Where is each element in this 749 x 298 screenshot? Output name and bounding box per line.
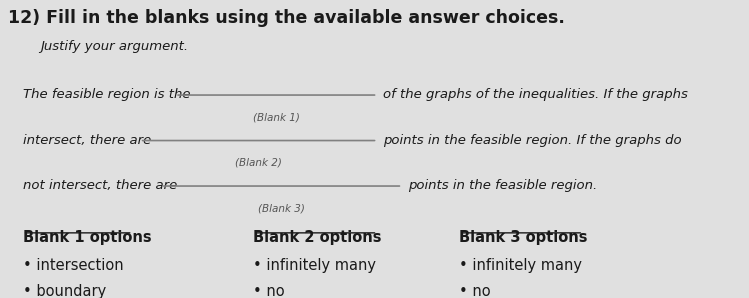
- Text: • boundary: • boundary: [22, 284, 106, 298]
- Text: Blank 1 options: Blank 1 options: [22, 230, 151, 245]
- Text: • no: • no: [459, 284, 491, 298]
- Text: (Blank 1): (Blank 1): [253, 112, 300, 122]
- Text: (Blank 3): (Blank 3): [258, 204, 305, 213]
- Text: intersect, there are: intersect, there are: [22, 134, 155, 147]
- Text: Blank 2 options: Blank 2 options: [253, 230, 382, 245]
- Text: not intersect, there are: not intersect, there are: [22, 179, 181, 192]
- Text: Blank 3 options: Blank 3 options: [459, 230, 587, 245]
- Text: 12) Fill in the blanks using the available answer choices.: 12) Fill in the blanks using the availab…: [8, 10, 565, 27]
- Text: points in the feasible region. If the graphs do: points in the feasible region. If the gr…: [383, 134, 682, 147]
- Text: points in the feasible region.: points in the feasible region.: [408, 179, 597, 192]
- Text: • intersection: • intersection: [22, 258, 124, 273]
- Text: The feasible region is the: The feasible region is the: [22, 89, 195, 101]
- Text: • infinitely many: • infinitely many: [253, 258, 376, 273]
- Text: • no: • no: [253, 284, 285, 298]
- Text: (Blank 2): (Blank 2): [235, 158, 282, 168]
- Text: • infinitely many: • infinitely many: [459, 258, 582, 273]
- Text: of the graphs of the inequalities. If the graphs: of the graphs of the inequalities. If th…: [383, 89, 688, 101]
- Text: Justify your argument.: Justify your argument.: [40, 40, 189, 53]
